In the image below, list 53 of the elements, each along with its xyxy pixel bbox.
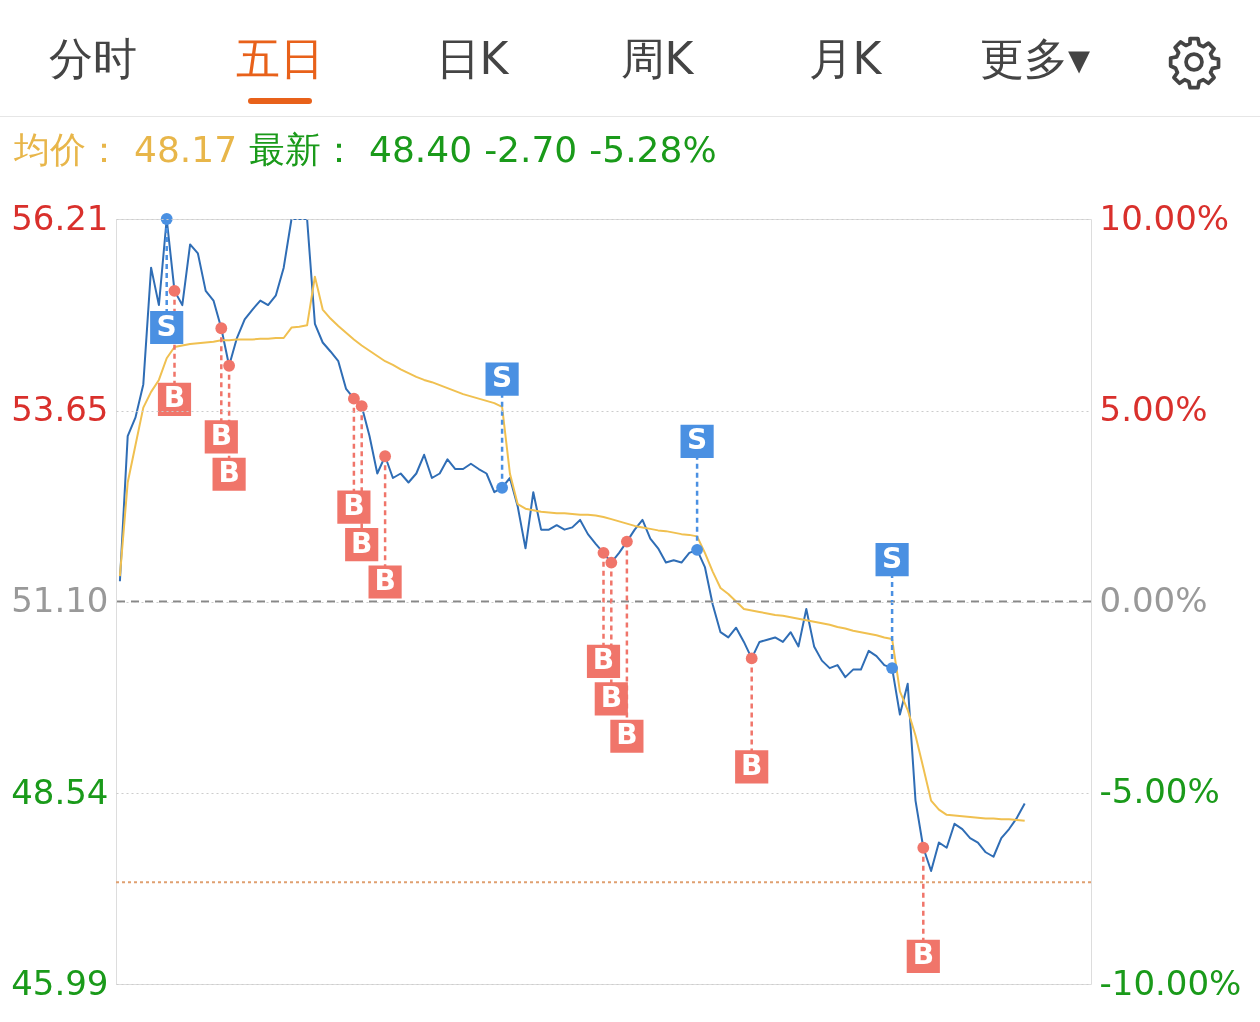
point [223, 359, 236, 372]
legend-label: B [218, 456, 240, 490]
text: S [492, 361, 513, 395]
y2-tick-label: 5.00% [1099, 388, 1208, 429]
text: B [374, 564, 396, 598]
point [379, 450, 392, 463]
point [917, 841, 930, 854]
y2-tick-label: -5.00% [1099, 771, 1220, 812]
text: S [156, 309, 177, 343]
point [886, 662, 899, 675]
y2-tick-label: 10.00% [1099, 197, 1230, 238]
text: -2.70 [484, 129, 578, 170]
text: 均价： [14, 129, 122, 170]
line-series [118, 275, 1026, 822]
point [215, 322, 228, 335]
point [691, 543, 704, 556]
y2-tick-label: 0.00% [1099, 580, 1208, 620]
point [496, 481, 509, 494]
text: B [741, 748, 763, 782]
text: B [912, 938, 934, 972]
text: B [163, 381, 186, 415]
y2-tick-label: -10.00% [1099, 962, 1242, 1003]
text: 分时 [49, 32, 137, 86]
y-tick-label: 56.21 [11, 197, 109, 238]
point [347, 392, 360, 405]
text: B [616, 718, 638, 752]
text: B [351, 526, 373, 560]
text: B [210, 418, 232, 452]
y-tick-label: 48.54 [11, 771, 109, 812]
y-tick-label: 53.65 [11, 389, 109, 430]
text: 最新： [249, 129, 358, 170]
text: S [687, 423, 708, 457]
point [355, 400, 368, 413]
text: 月K [808, 32, 882, 86]
point [620, 535, 633, 548]
text: 五日 [236, 30, 324, 89]
y-tick-label: 51.10 [11, 580, 109, 620]
text: B [343, 489, 365, 523]
text: 48.40 [369, 129, 473, 170]
text: B [592, 643, 615, 677]
text: 48.17 [134, 129, 238, 170]
text: 更多▾ [979, 32, 1091, 86]
point [745, 652, 758, 665]
point [597, 546, 610, 559]
text: S [882, 541, 903, 575]
text: -5.28% [589, 129, 717, 170]
point [168, 284, 181, 297]
text: B [600, 680, 622, 714]
text: 周K [620, 32, 694, 86]
point [160, 213, 173, 225]
text: 日K [435, 32, 509, 86]
point [605, 556, 618, 569]
y-tick-label: 45.99 [11, 962, 109, 1003]
